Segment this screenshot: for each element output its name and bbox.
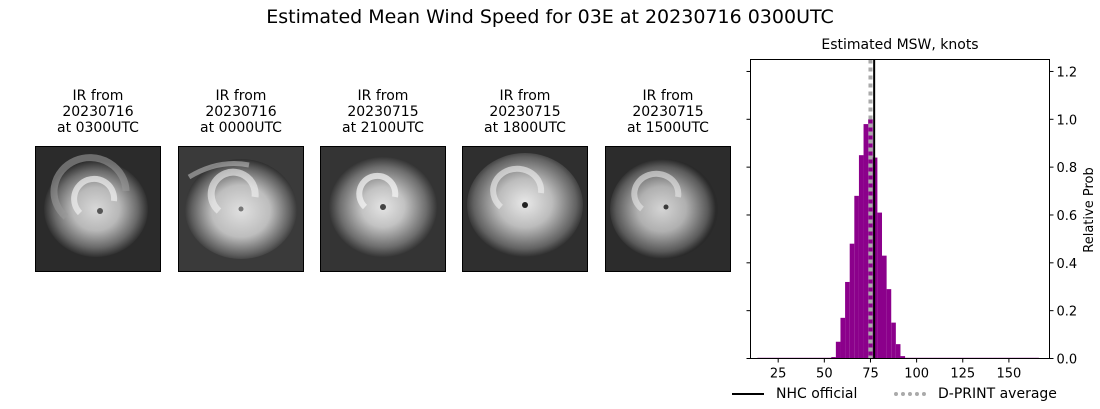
x-tick-label: 50	[816, 367, 833, 382]
x-axis: 25 50 75 100 125 150	[770, 358, 1021, 382]
legend-item-dprint: D-PRINT average	[894, 386, 1057, 402]
ir-satellite-image	[462, 146, 588, 272]
y-tick-label: 1.2	[1057, 65, 1078, 80]
ir-panel-caption: IR from 20230716 at 0000UTC	[178, 88, 304, 142]
y-tick-label: 1.0	[1057, 113, 1078, 128]
histogram-bar	[900, 356, 906, 359]
caption-line-2: 20230715	[489, 104, 561, 120]
plot-frame	[750, 59, 1050, 359]
x-tick-label: 100	[904, 367, 929, 382]
ir-panel-3: IR from 20230715 at 2100UTC	[320, 88, 446, 272]
y-tick-label: 0.2	[1057, 305, 1078, 320]
y-tick-label: 0.6	[1057, 209, 1078, 224]
histogram-bar	[849, 243, 855, 359]
legend-label-nhc: NHC official	[776, 386, 858, 402]
histogram-bar	[891, 322, 896, 359]
caption-line-1: IR from	[72, 88, 124, 104]
ir-satellite-image	[178, 146, 304, 272]
ir-panel-caption: IR from 20230715 at 1500UTC	[605, 88, 731, 142]
y-tick-label: 0.0	[1057, 353, 1078, 368]
y-tick-label: 0.4	[1057, 257, 1078, 272]
caption-line-2: 20230716	[62, 104, 134, 120]
histogram-bar	[831, 357, 836, 359]
histogram-bar	[845, 281, 850, 359]
caption-line-1: IR from	[499, 88, 551, 104]
histogram-bar	[882, 255, 887, 359]
legend: NHC official D-PRINT average	[728, 386, 1100, 408]
caption-line-3: at 0000UTC	[200, 120, 282, 136]
legend-item-nhc: NHC official	[732, 386, 857, 402]
ir-panel-2: IR from 20230716 at 0000UTC	[178, 88, 304, 272]
x-tick-label: 25	[770, 367, 787, 382]
legend-line-nhc-icon	[732, 393, 764, 395]
histogram-bar	[877, 212, 883, 359]
ir-panel-1: IR from 20230716 at 0300UTC	[35, 88, 161, 272]
caption-line-3: at 1800UTC	[484, 120, 566, 136]
msw-histogram-chart: Estimated MSW, knots 25 50 75 100 125 150 0.0…	[746, 37, 1097, 382]
caption-line-1: IR from	[642, 88, 694, 104]
ir-panel-caption: IR from 20230715 at 1800UTC	[462, 88, 588, 142]
figure-title: Estimated Mean Wind Speed for 03E at 202…	[266, 6, 834, 28]
x-tick-label: 150	[996, 367, 1021, 382]
ir-panel-caption: IR from 20230715 at 2100UTC	[320, 88, 446, 142]
histogram-bar	[858, 155, 864, 359]
histogram-bars	[757, 119, 1039, 359]
ir-satellite-image	[605, 146, 731, 272]
x-tick-label: 75	[862, 367, 879, 382]
caption-line-2: 20230715	[347, 104, 419, 120]
reference-lines	[868, 59, 876, 359]
caption-line-2: 20230716	[205, 104, 277, 120]
ir-panel-5: IR from 20230715 at 1500UTC	[605, 88, 731, 272]
histogram-bar	[886, 289, 892, 359]
caption-line-3: at 0300UTC	[57, 120, 139, 136]
ir-panel-caption: IR from 20230716 at 0300UTC	[35, 88, 161, 142]
ir-satellite-image	[35, 146, 161, 272]
caption-line-1: IR from	[215, 88, 267, 104]
histogram-bar	[840, 317, 846, 359]
legend-label-dprint: D-PRINT average	[938, 386, 1057, 402]
histogram-bar	[835, 341, 841, 359]
x-tick-label: 125	[950, 367, 975, 382]
caption-line-3: at 2100UTC	[342, 120, 424, 136]
histogram-bar	[895, 344, 901, 359]
histogram-bar	[854, 195, 859, 359]
y-axis-right: 0.0 0.2 0.4 0.6 0.8 1.0 1.2	[746, 65, 1078, 368]
ir-satellite-image	[320, 146, 446, 272]
histogram-bar	[863, 124, 869, 359]
caption-line-2: 20230715	[632, 104, 704, 120]
ir-panel-4: IR from 20230715 at 1800UTC	[462, 88, 588, 272]
caption-line-1: IR from	[357, 88, 409, 104]
y-axis-label: Relative Prob	[1082, 167, 1097, 252]
y-tick-label: 0.8	[1057, 161, 1078, 176]
legend-line-dprint-icon	[894, 392, 926, 396]
caption-line-3: at 1500UTC	[627, 120, 709, 136]
chart-title: Estimated MSW, knots	[821, 37, 978, 53]
